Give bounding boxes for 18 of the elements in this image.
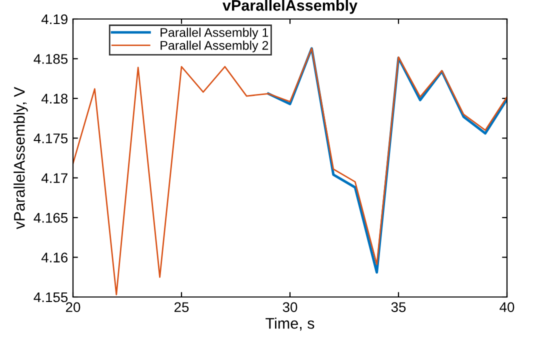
y-tick-label: 4.155 (34, 292, 68, 302)
y-tick-label: 4.185 (34, 54, 68, 64)
x-tick-label: 20 (66, 302, 80, 312)
y-tick-label: 4.17 (41, 173, 68, 183)
x-tick-label: 25 (174, 302, 189, 312)
legend-label: Parallel Assembly 1 (160, 28, 268, 40)
x-tick-label: 30 (282, 302, 298, 312)
y-tick-label: 4.16 (41, 252, 68, 262)
x-tick-label: 40 (500, 302, 514, 312)
chart-title: vParallelAssembly (222, 0, 358, 14)
y-tick-label: 4.19 (41, 14, 68, 24)
y-tick-label: 4.165 (34, 212, 68, 223)
x-tick-label: 35 (391, 302, 406, 312)
y-tick-label: 4.18 (41, 94, 68, 104)
y-tick-label: 4.175 (34, 134, 68, 144)
x-axis-title: Time, s (266, 318, 314, 331)
y-axis-title: vParallelAssembly, V (14, 86, 28, 230)
legend-label: Parallel Assembly 2 (160, 40, 268, 52)
